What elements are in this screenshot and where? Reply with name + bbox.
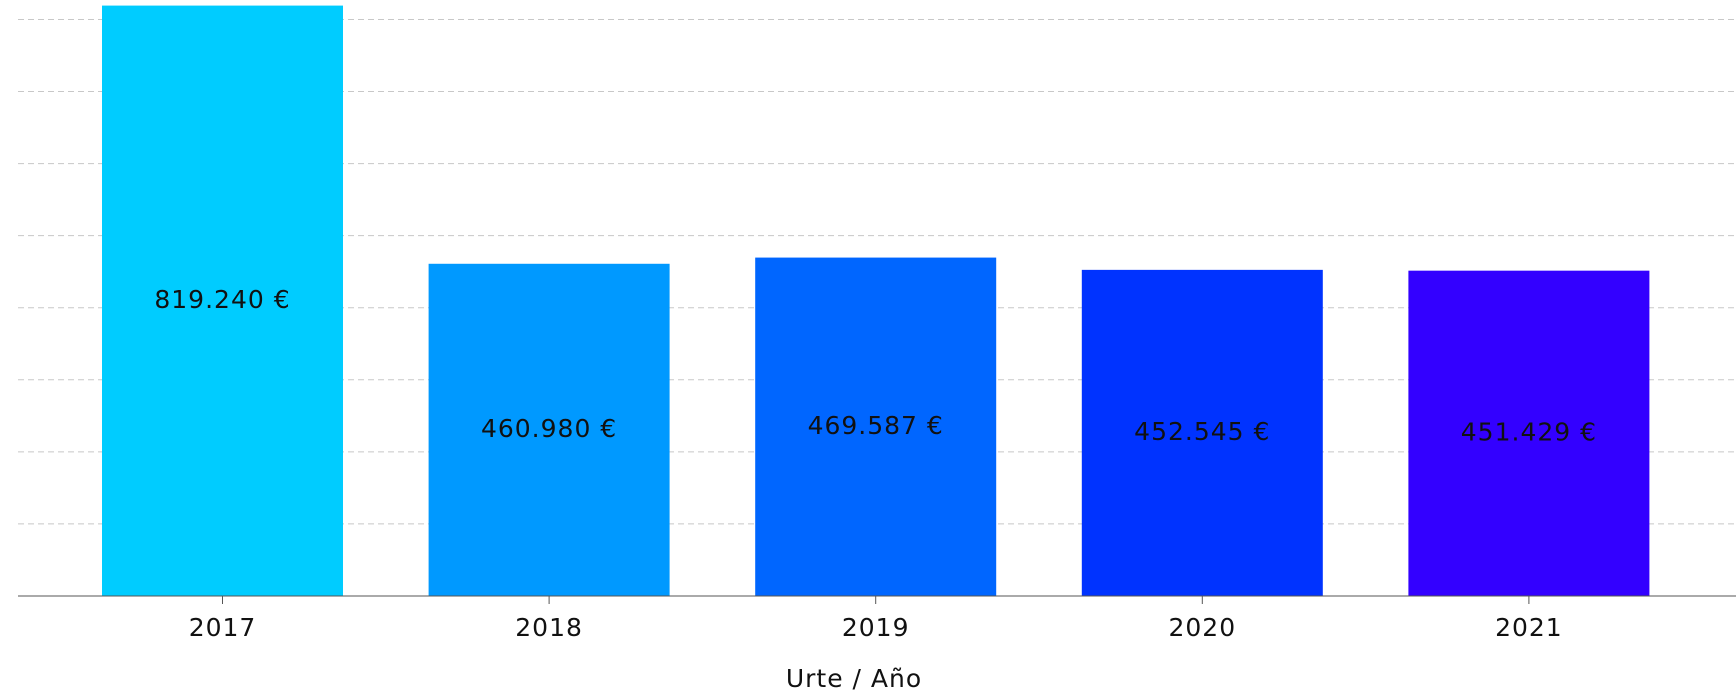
- value-label: 451.429 €: [1461, 417, 1597, 446]
- bar: [1081, 269, 1323, 596]
- bar: [102, 5, 343, 596]
- bar: [428, 263, 670, 596]
- x-tick-label: 2017: [189, 613, 257, 642]
- x-tick-label: 2020: [1168, 613, 1236, 642]
- value-label: 460.980 €: [481, 414, 617, 443]
- bar: [755, 257, 997, 596]
- value-label: 469.587 €: [808, 411, 944, 440]
- x-axis-label: Urte / Año: [786, 664, 922, 693]
- value-label: 452.545 €: [1134, 417, 1270, 446]
- x-tick-label: 2019: [842, 613, 910, 642]
- bar: [1408, 270, 1650, 596]
- x-tick-label: 2021: [1495, 613, 1563, 642]
- value-label: 819.240 €: [154, 285, 290, 314]
- x-tick-label: 2018: [515, 613, 583, 642]
